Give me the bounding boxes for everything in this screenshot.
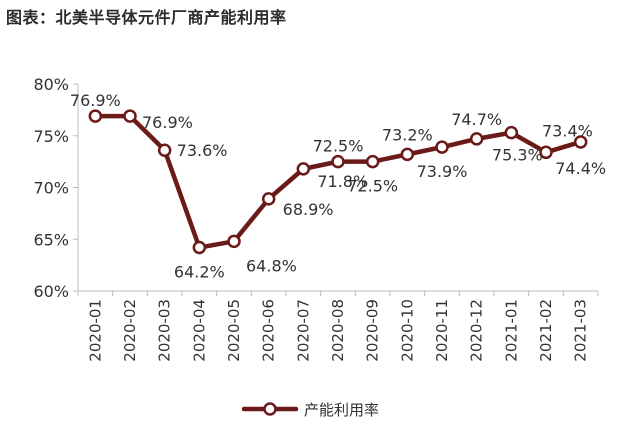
data-point — [88, 109, 103, 123]
data-label: 64.2% — [174, 263, 225, 282]
x-tick-label: 2020-11 — [433, 299, 451, 362]
data-label: 64.8% — [246, 256, 297, 275]
data-label: 73.6% — [177, 141, 228, 160]
y-tick-label: 60% — [33, 282, 69, 301]
data-label: 73.4% — [542, 121, 593, 140]
data-point — [157, 143, 172, 157]
data-point — [331, 154, 345, 169]
data-point — [400, 147, 415, 162]
data-label: 75.3% — [492, 146, 543, 165]
data-point — [192, 240, 207, 255]
data-label: 68.9% — [283, 200, 334, 219]
x-tick-label: 2020-07 — [294, 299, 312, 362]
legend-label: 产能利用率 — [304, 401, 379, 419]
x-tick-label: 2020-05 — [225, 299, 243, 362]
x-tick-label: 2020-02 — [121, 299, 139, 362]
page-title: 图表：北美半导体元件厂商产能利用率 — [6, 8, 287, 27]
data-label: 73.2% — [382, 125, 433, 144]
x-tick-label: 2021-03 — [572, 299, 590, 362]
data-label: 73.9% — [417, 162, 468, 181]
data-point — [435, 140, 449, 154]
data-point — [504, 125, 519, 140]
data-label: 72.5% — [313, 137, 364, 156]
x-tick-label: 2020-04 — [190, 299, 208, 362]
data-point — [227, 234, 241, 249]
data-point — [296, 162, 311, 176]
data-point — [573, 135, 588, 149]
x-tick-label: 2021-02 — [537, 299, 555, 362]
data-label: 72.5% — [347, 177, 398, 196]
x-tick-label: 2020-03 — [156, 299, 174, 362]
x-tick-label: 2020-09 — [364, 299, 382, 362]
x-tick-label: 2021-01 — [502, 299, 520, 362]
data-label: 76.9% — [70, 91, 121, 110]
y-tick-label: 80% — [33, 75, 69, 94]
y-tick-label: 75% — [33, 127, 69, 146]
data-label: 71.8% — [317, 172, 368, 191]
data-label: 76.9% — [142, 113, 193, 132]
x-tick-label: 2020-06 — [260, 299, 278, 362]
data-point — [365, 154, 380, 169]
y-tick-label: 65% — [33, 230, 69, 249]
x-tick-label: 2020-08 — [329, 299, 347, 362]
data-label: 74.4% — [555, 159, 606, 178]
data-label: 74.7% — [451, 110, 502, 129]
data-point — [539, 145, 553, 160]
data-point — [123, 109, 137, 123]
legend-marker — [263, 402, 277, 416]
data-point — [469, 132, 484, 146]
x-tick-label: 2020-01 — [86, 299, 104, 362]
x-tick-label: 2020-10 — [398, 299, 416, 362]
data-point — [261, 192, 276, 206]
x-tick-label: 2020-12 — [468, 299, 486, 362]
y-tick-label: 70% — [33, 179, 69, 198]
